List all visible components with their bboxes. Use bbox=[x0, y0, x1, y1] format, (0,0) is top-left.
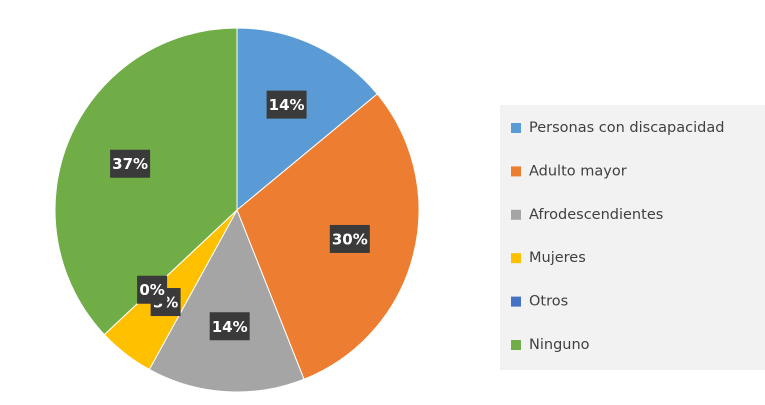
legend-swatch bbox=[511, 166, 521, 177]
pie-slice bbox=[148, 208, 305, 393]
legend-swatch bbox=[511, 296, 521, 307]
data-label: 14% bbox=[269, 96, 305, 114]
data-label: 14% bbox=[212, 318, 248, 336]
legend-swatch bbox=[511, 123, 521, 133]
legend-panel bbox=[500, 105, 765, 370]
pie-slice bbox=[236, 93, 420, 380]
legend-label: Ninguno bbox=[529, 337, 590, 353]
data-label-box bbox=[329, 224, 370, 253]
legend-label: Otros bbox=[529, 294, 568, 310]
legend-swatch bbox=[511, 253, 521, 264]
data-label: 37% bbox=[112, 155, 148, 173]
data-label-box bbox=[110, 149, 151, 178]
pie-slice bbox=[54, 27, 238, 336]
pie-slice bbox=[236, 27, 378, 212]
legend-swatch bbox=[511, 209, 521, 220]
data-label-box bbox=[137, 275, 168, 304]
data-label: 0% bbox=[139, 281, 164, 299]
legend-label: Afrodescendientes bbox=[529, 207, 663, 223]
legend-label: Adulto mayor bbox=[529, 163, 627, 179]
data-label-box bbox=[209, 312, 250, 341]
legend-label: Personas con discapacidad bbox=[529, 120, 724, 136]
data-label: 30% bbox=[332, 230, 368, 248]
legend-label: Mujeres bbox=[529, 250, 586, 266]
data-label-box bbox=[266, 90, 307, 119]
legend-swatch bbox=[511, 340, 521, 350]
